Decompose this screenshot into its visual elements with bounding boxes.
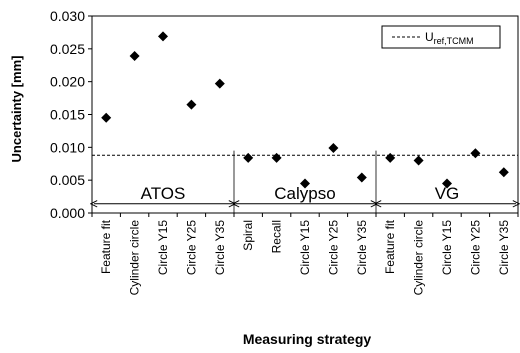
y-tick-label: 0.025 — [50, 41, 85, 57]
data-point — [442, 178, 452, 189]
data-point — [385, 152, 396, 163]
data-point — [129, 51, 140, 62]
x-tick-label: Recall — [270, 220, 284, 253]
data-point — [413, 155, 424, 166]
legend: Uref,TCMM — [381, 25, 501, 49]
x-tick-label: Cylinder circle — [128, 220, 142, 296]
data-point — [101, 112, 112, 123]
y-axis-label: Uncertainty [mm] — [9, 56, 24, 163]
x-tick-label: Circle Y15 — [156, 220, 170, 275]
data-point — [271, 152, 282, 163]
y-tick-labels: 0.000 0.005 0.010 0.015 0.020 0.025 0.030 — [50, 8, 92, 221]
x-tick-label: Circle Y35 — [355, 220, 369, 275]
y-tick-label: 0.010 — [50, 139, 85, 155]
x-tick-label: Circle Y25 — [184, 220, 198, 275]
x-tick-label: Feature fit — [383, 219, 397, 274]
x-tick-label: Circle Y35 — [213, 220, 227, 275]
group-label: ATOS — [141, 184, 186, 203]
x-tick-label: Cylinder circle — [412, 220, 426, 296]
data-point — [300, 178, 310, 189]
data-point — [214, 78, 225, 89]
group-label: VG — [435, 184, 460, 203]
x-tick-label: Circle Y25 — [468, 220, 482, 275]
y-tick-label: 0.005 — [50, 172, 85, 188]
legend-box — [381, 25, 501, 49]
data-point — [356, 172, 367, 183]
data-point — [243, 152, 254, 163]
data-point — [470, 148, 481, 159]
x-tick-label: Circle Y25 — [326, 220, 340, 275]
y-tick-label: 0.020 — [50, 74, 85, 90]
data-point — [186, 99, 197, 110]
data-point — [328, 142, 339, 153]
group-label: Calypso — [274, 184, 335, 203]
legend-label: Uref,TCMM — [425, 30, 474, 46]
x-tick-label: Circle Y15 — [440, 220, 454, 275]
data-point — [498, 167, 509, 178]
x-tick-label: Feature fit — [99, 219, 113, 274]
x-tick-label: Circle Y35 — [497, 220, 511, 275]
y-tick-label: 0.015 — [50, 107, 85, 123]
x-tick-label: Spiral — [241, 220, 255, 251]
group-arrows: ATOS Calypso VG — [94, 150, 516, 213]
data-point — [158, 31, 168, 42]
x-axis-label: Measuring strategy — [243, 331, 372, 347]
data-points — [101, 31, 509, 189]
y-tick-label: 0.030 — [50, 8, 85, 24]
y-tick-label: 0.000 — [50, 205, 85, 221]
x-tick-label: Circle Y15 — [298, 220, 312, 275]
x-tick-labels: Feature fit Cylinder circle Circle Y15 Circ… — [91, 213, 519, 296]
